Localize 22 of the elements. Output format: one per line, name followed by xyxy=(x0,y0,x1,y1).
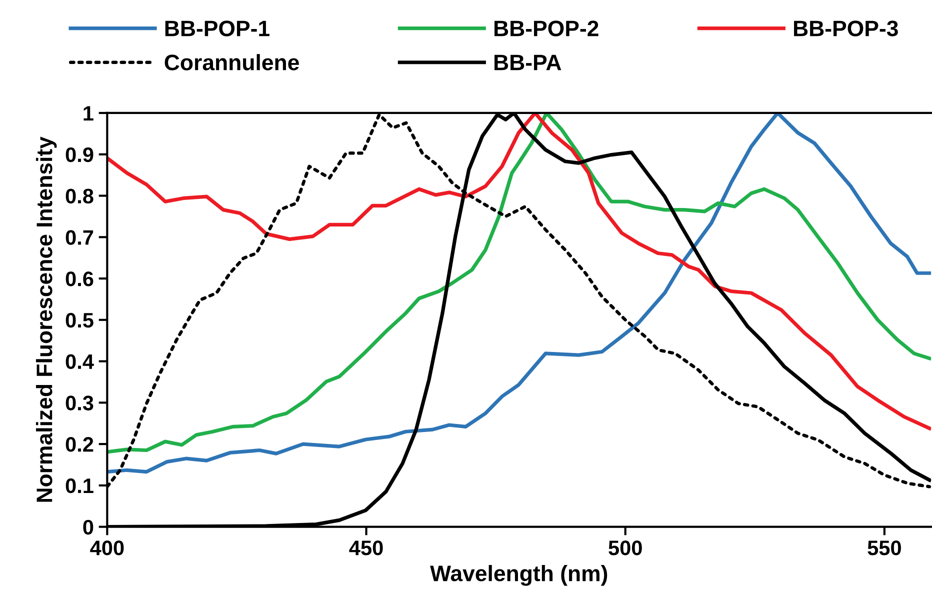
y-tick-label: 0.7 xyxy=(66,230,94,245)
y-tick-label: 1 xyxy=(84,106,94,121)
legend-label: BB-PA xyxy=(494,54,562,70)
y-tick-label: 0.2 xyxy=(66,437,94,452)
legend-label: BB-POP-3 xyxy=(794,20,898,36)
legend-label: BB-POP-2 xyxy=(494,20,598,36)
x-tick-label: 450 xyxy=(349,540,383,556)
x-tick-label: 550 xyxy=(868,540,901,556)
y-tick-label: 0.1 xyxy=(66,478,94,494)
y-tick-label: 0.8 xyxy=(66,188,94,204)
y-tick-label: 0.5 xyxy=(66,312,94,328)
y-tick-label: 0 xyxy=(83,520,94,535)
x-tick-label: 400 xyxy=(90,540,124,556)
x-tick-label: 500 xyxy=(608,540,642,556)
y-axis-title: Normalized Fluorescence Intensity xyxy=(36,136,57,502)
y-tick-label: 0.9 xyxy=(66,147,94,162)
x-axis-title: Wavelength (nm) xyxy=(430,564,608,586)
y-tick-label: 0.4 xyxy=(66,354,94,370)
y-tick-label: 0.3 xyxy=(66,396,94,410)
legend-label: Corannulene xyxy=(164,54,299,70)
legend-label: BB-POP-1 xyxy=(165,20,270,36)
y-tick-label: 0.6 xyxy=(66,272,94,286)
